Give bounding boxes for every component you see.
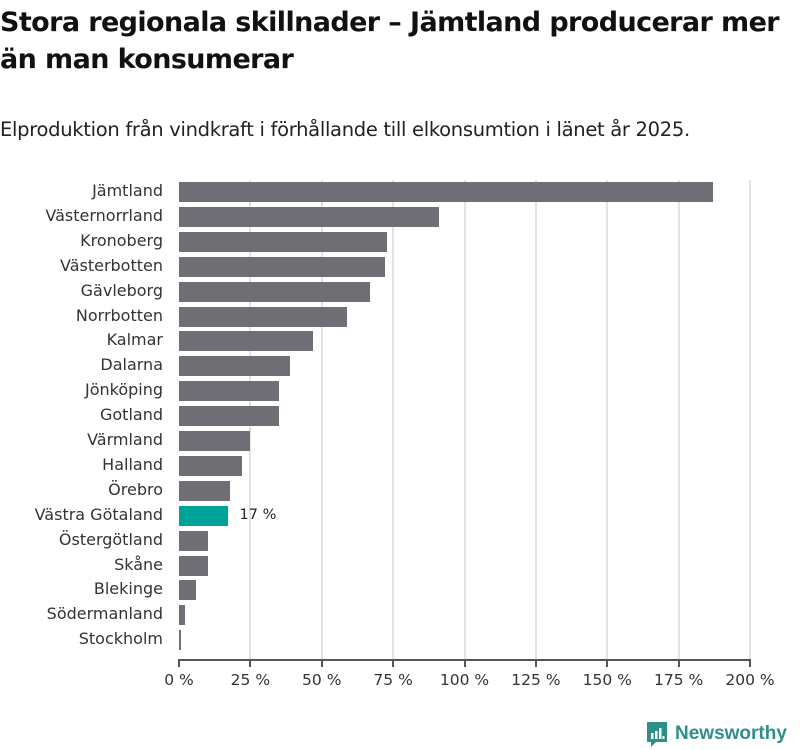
bar: [179, 306, 348, 327]
bar: [179, 530, 208, 551]
gridline: [677, 180, 680, 660]
bar: [179, 580, 197, 601]
category-label: Skåne: [114, 554, 163, 574]
category-label: Dalarna: [100, 355, 163, 375]
gridline: [606, 180, 609, 660]
x-tick-label: 100 %: [439, 671, 490, 689]
bar: [179, 231, 388, 252]
category-label: Norrbotten: [75, 305, 163, 325]
category-label: Västra Götaland: [34, 504, 163, 524]
bar: [179, 431, 251, 451]
x-tick-label: 200 %: [725, 671, 775, 689]
bar: [179, 206, 439, 227]
gridline: [749, 180, 751, 660]
bar: [179, 381, 279, 402]
x-tick-label: 25 %: [230, 671, 271, 689]
x-tick: [463, 659, 466, 667]
category-label: Jönköping: [84, 380, 163, 400]
x-tick: [178, 659, 180, 667]
bar: [179, 182, 713, 202]
gridline: [392, 180, 395, 660]
category-label: Örebro: [108, 479, 163, 499]
category-label: Värmland: [87, 430, 163, 449]
bar: [179, 605, 185, 626]
category-label: Kalmar: [106, 330, 163, 350]
x-tick-label: 0 %: [164, 671, 194, 689]
x-tick-label: 50 %: [302, 671, 342, 689]
chart-title: Stora regionala skillnader – Jämtland pr…: [0, 7, 780, 75]
newsworthy-logo-icon: [647, 722, 667, 747]
bar: [179, 406, 279, 427]
bar: [179, 256, 385, 277]
chart-subtitle: Elproduktion från vindkraft i förhålland…: [0, 118, 690, 141]
category-label: Blekinge: [93, 579, 163, 599]
bar: [179, 555, 208, 576]
gridline: [463, 180, 466, 660]
x-tick: [534, 659, 537, 667]
x-tick: [249, 659, 252, 667]
category-label: Östergötland: [58, 529, 163, 549]
gridline: [320, 180, 323, 660]
category-label: Gävleborg: [80, 280, 163, 300]
gridline: [534, 180, 537, 660]
value-label: 17 %: [239, 506, 277, 523]
newsworthy-logo: Newsworthy: [645, 720, 787, 748]
x-tick: [320, 659, 323, 667]
bar: [179, 630, 181, 651]
category-label: Halland: [102, 454, 163, 474]
x-tick: [606, 659, 609, 667]
category-label: Södermanland: [46, 604, 163, 624]
bar: [179, 480, 231, 501]
category-label: Stockholm: [78, 629, 163, 649]
category-label: Västerbotten: [59, 255, 163, 275]
brand-name: Newsworthy: [675, 723, 787, 744]
bar: [179, 356, 291, 377]
bar: [179, 281, 371, 302]
x-tick-label: 75 %: [373, 671, 413, 689]
x-tick-label: 125 %: [511, 671, 561, 689]
category-label: Jämtland: [92, 181, 163, 200]
bar: [179, 455, 242, 476]
highlighted-bar: [179, 505, 228, 526]
x-tick-label: 175 %: [654, 671, 704, 689]
category-label: Kronoberg: [80, 230, 163, 250]
x-tick: [749, 659, 751, 667]
x-tick-label: 150 %: [582, 671, 632, 689]
category-label: Gotland: [99, 405, 163, 425]
bar: [179, 331, 314, 352]
category-label: Västernorrland: [45, 205, 163, 225]
x-tick: [392, 659, 395, 667]
x-tick: [677, 659, 680, 667]
